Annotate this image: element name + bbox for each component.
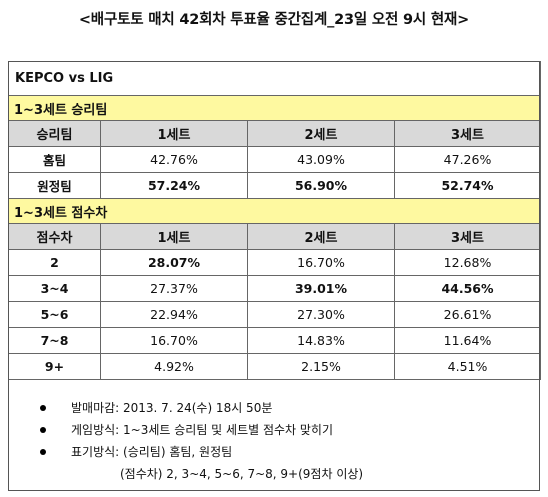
win-section-header: 1~3세트 승리팀 [7, 95, 542, 121]
table-cell: 27.37% [100, 275, 248, 302]
bullet-icon [40, 427, 46, 433]
table-row: 원정팀 57.24% 56.90% 52.74% [8, 172, 542, 199]
column-header: 1세트 [100, 223, 248, 250]
note-text: (점수차) 2, 3~4, 5~6, 7~8, 9+(9점차 이상) [120, 467, 364, 481]
table-cell: 43.09% [247, 146, 395, 173]
column-header: 승리팀 [8, 120, 101, 147]
table-cell: 4.51% [393, 353, 542, 380]
notes-section: 발매마감: 2013. 7. 24(수) 18시 50분 게임방식: 1~3세트… [8, 396, 540, 491]
column-header: 2세트 [247, 223, 395, 250]
column-header: 2세트 [247, 120, 395, 147]
table-row: 홈팀 42.76% 43.09% 47.26% [8, 146, 542, 173]
table-cell: 28.07% [100, 249, 248, 276]
table-cell: 4.92% [100, 353, 248, 380]
column-header: 1세트 [100, 120, 248, 147]
table-cell: 14.83% [247, 327, 395, 354]
column-header: 3세트 [393, 120, 542, 147]
row-label: 원정팀 [8, 172, 101, 199]
win-section-title: 1~3세트 승리팀 [7, 95, 542, 121]
page-title: <배구토토 매치 42회차 투표율 중간집계_23일 오전 9시 현재> [78, 12, 470, 28]
table-cell: 11.64% [393, 327, 542, 354]
note-text: 게임방식: 1~3세트 승리팀 및 세트별 점수차 맞히기 [71, 423, 334, 437]
note-text: 발매마감: 2013. 7. 24(수) 18시 50분 [71, 401, 273, 415]
vote-rate-table: KEPCO vs LIG 1~3세트 승리팀 승리팀 1세트 2세트 3세트 홈… [7, 61, 542, 380]
bullet-icon [40, 405, 46, 411]
table-row: 3~4 27.37% 39.01% 44.56% [8, 275, 542, 302]
win-column-headers: 승리팀 1세트 2세트 3세트 [8, 120, 542, 147]
match-row: KEPCO vs LIG [7, 61, 542, 96]
diff-column-headers: 점수차 1세트 2세트 3세트 [8, 223, 542, 250]
column-header: 3세트 [393, 223, 542, 250]
table-cell: 26.61% [393, 301, 542, 328]
table-row: 7~8 16.70% 14.83% 11.64% [8, 327, 542, 354]
table-cell: 52.74% [393, 172, 542, 199]
table-cell: 27.30% [247, 301, 395, 328]
table-frame [8, 61, 540, 491]
note-text: 표기방식: (승리팀) 홈팀, 원정팀 [71, 445, 233, 459]
match-name: KEPCO vs LIG [7, 61, 542, 96]
table-cell: 42.76% [100, 146, 248, 173]
table-row: 9+ 4.92% 2.15% 4.51% [8, 353, 542, 380]
row-label: 9+ [8, 353, 101, 380]
row-label: 3~4 [8, 275, 101, 302]
row-label: 홈팀 [8, 146, 101, 173]
table-cell: 39.01% [247, 275, 395, 302]
table-cell: 47.26% [393, 146, 542, 173]
table-cell: 16.70% [247, 249, 395, 276]
bullet-icon [40, 449, 46, 455]
